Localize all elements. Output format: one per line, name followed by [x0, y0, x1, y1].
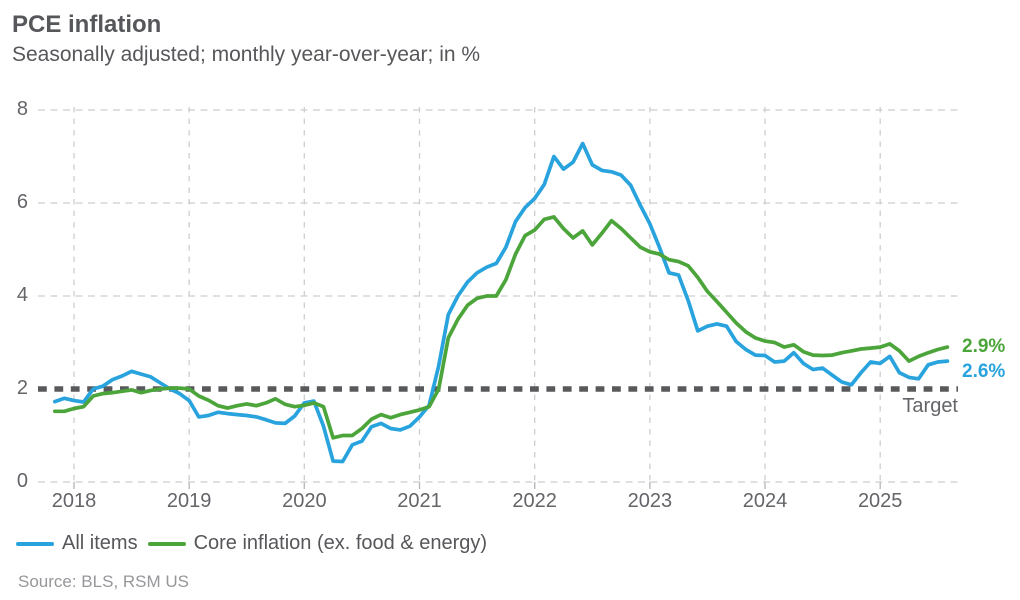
all-items-line: [52, 141, 950, 464]
chart-title: PCE inflation: [12, 11, 162, 38]
all-items-line-swatch: [16, 541, 54, 546]
all-items-end-value-label: 2.6%: [962, 361, 1006, 382]
y-axis-label-6: 6: [16, 191, 28, 213]
core-inflation-line: [52, 215, 950, 440]
legend-item-all-items: All items: [16, 532, 138, 555]
target-line-label: Target: [902, 395, 958, 417]
legend: All items Core inflation (ex. food & ene…: [16, 532, 487, 555]
x-axis-label-2022: 2022: [512, 490, 557, 512]
y-axis-label-0: 0: [16, 470, 28, 492]
x-axis-label-2024: 2024: [742, 490, 788, 512]
core-inflation-line-swatch: [147, 541, 186, 546]
x-axis-label-2018: 2018: [51, 490, 97, 512]
x-axis-label-2020: 2020: [282, 490, 327, 512]
y-axis-label-8: 8: [16, 98, 28, 120]
x-axis-label-2019: 2019: [166, 490, 212, 512]
y-axis-label-2: 2: [16, 377, 28, 399]
x-axis-label-2021: 2021: [397, 490, 442, 512]
chart-subtitle: Seasonally adjusted; monthly year-over-y…: [12, 43, 481, 66]
legend-item-core-inflation: Core inflation (ex. food & energy): [147, 532, 488, 555]
source-note: Source: BLS, RSM US: [18, 572, 190, 591]
x-axis-label-2025: 2025: [857, 490, 903, 512]
legend-label-core-inflation: Core inflation (ex. food & energy): [193, 532, 488, 554]
core-end-value-label: 2.9%: [962, 336, 1006, 357]
x-axis-label-2023: 2023: [627, 490, 673, 512]
y-axis-label-4: 4: [16, 284, 28, 306]
legend-label-all-items: All items: [62, 532, 138, 554]
